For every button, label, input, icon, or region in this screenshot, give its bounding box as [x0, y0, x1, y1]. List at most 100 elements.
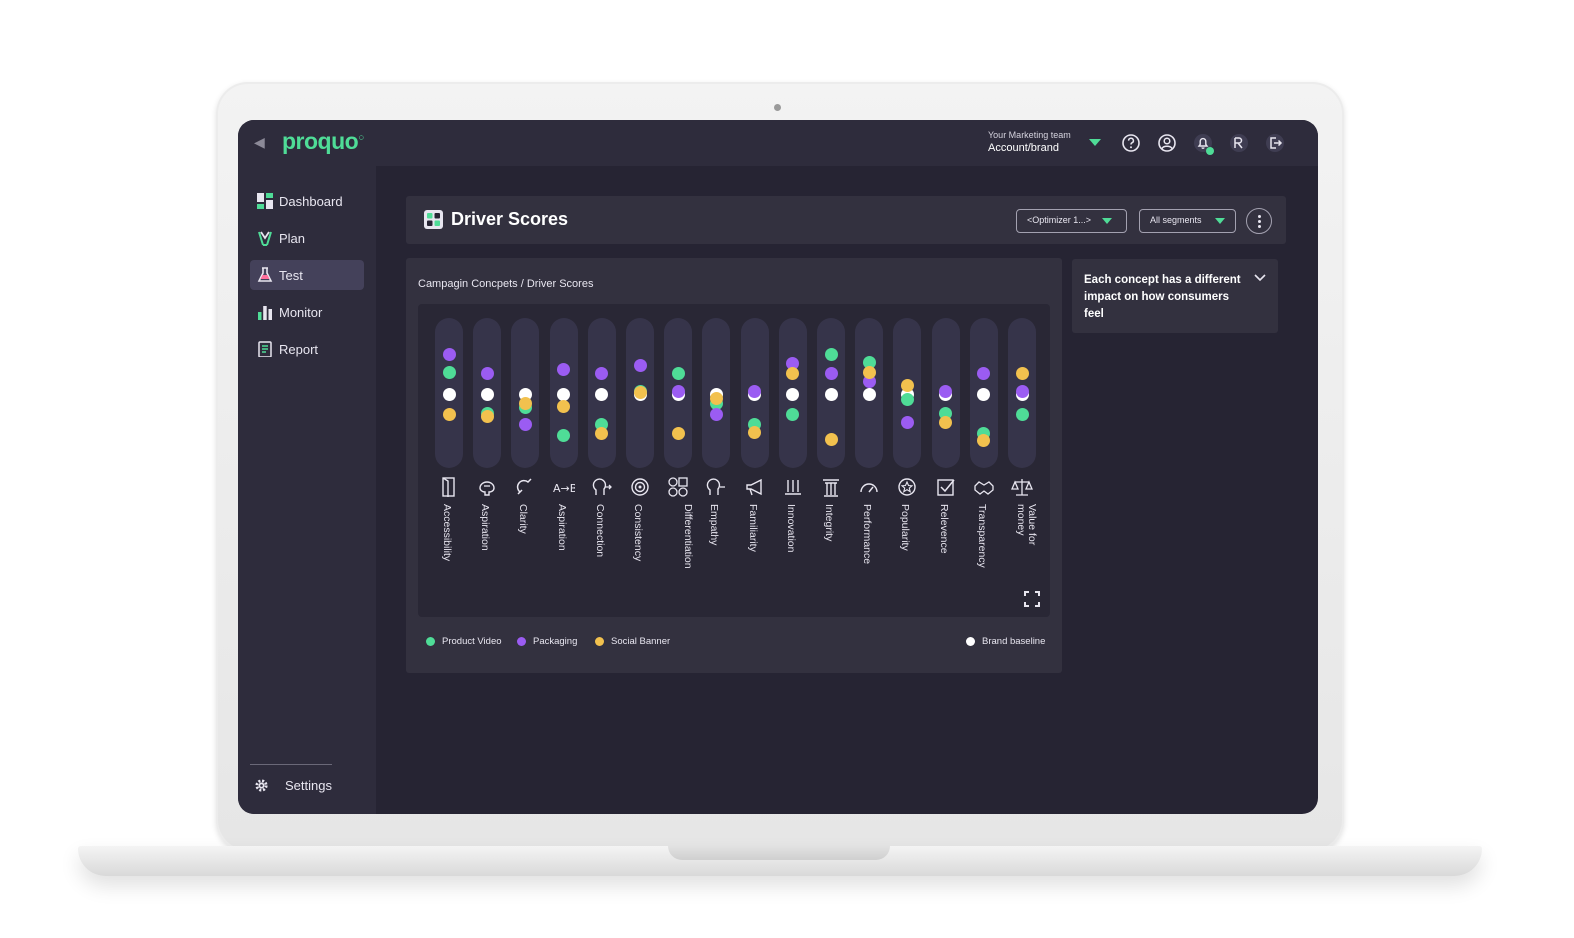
data-point-social-banner[interactable]: [862, 365, 876, 379]
logout-icon[interactable]: [1265, 133, 1285, 153]
caret-down-icon[interactable]: [1089, 139, 1101, 146]
sidebar-item-dashboard[interactable]: Dashboard: [250, 186, 364, 216]
data-point-brand-baseline[interactable]: [518, 387, 532, 401]
optimizer-dropdown[interactable]: <Optimizer 1...>: [1016, 209, 1127, 233]
data-point-social-banner[interactable]: [900, 378, 914, 392]
flask-rack-icon: [784, 480, 801, 495]
sidebar-item-test[interactable]: Test: [250, 260, 364, 290]
driver-label-connection: Connection: [594, 504, 609, 584]
data-point-social-banner[interactable]: [480, 409, 494, 423]
data-point-product-video[interactable]: [862, 355, 876, 369]
account-switcher[interactable]: Your Marketing team Account/brand: [988, 130, 1071, 154]
data-point-social-banner[interactable]: [786, 366, 800, 380]
data-point-packaging[interactable]: [633, 358, 647, 372]
driver-label-value-for-money: Value for money: [1015, 504, 1038, 584]
sidebar-item-label: Monitor: [279, 305, 323, 320]
data-point-social-banner[interactable]: [1015, 366, 1029, 380]
svg-text:A→B: A→B: [553, 482, 575, 495]
star-badge-icon: [898, 478, 917, 496]
data-point-social-banner[interactable]: [633, 386, 647, 400]
sidebar-item-report[interactable]: Report: [250, 334, 364, 364]
data-point-social-banner[interactable]: [557, 399, 571, 413]
data-point-packaging[interactable]: [595, 366, 609, 380]
data-point-packaging[interactable]: [1015, 384, 1029, 398]
data-point-packaging[interactable]: [709, 408, 723, 422]
data-point-packaging[interactable]: [862, 375, 876, 389]
page-header: Driver Scores <Optimizer 1...> All segme…: [406, 196, 1286, 244]
sidebar: Dashboard Plan Test Monitor: [238, 166, 376, 814]
brand-logo[interactable]: proquo○: [282, 128, 364, 154]
flask-icon: [257, 267, 273, 282]
segments-dropdown[interactable]: All segments: [1139, 209, 1236, 233]
data-point-packaging[interactable]: [442, 347, 456, 361]
data-point-brand-baseline[interactable]: [595, 387, 609, 401]
page-title: Driver Scores: [451, 209, 569, 229]
more-options-button[interactable]: [1246, 208, 1272, 234]
data-point-social-banner[interactable]: [824, 432, 838, 446]
sidebar-item-monitor[interactable]: Monitor: [250, 297, 364, 327]
data-point-social-banner[interactable]: [671, 427, 685, 441]
data-point-social-banner[interactable]: [518, 397, 532, 411]
data-point-product-video[interactable]: [557, 428, 571, 442]
legend-swatch: [966, 637, 975, 646]
data-point-social-banner[interactable]: [442, 408, 456, 422]
data-point-packaging[interactable]: [977, 366, 991, 380]
settings-button[interactable]: Settings: [254, 776, 364, 798]
data-point-brand-baseline[interactable]: [786, 387, 800, 401]
driver-label-text: Familiarity: [746, 504, 759, 552]
driver-label-text: Performance: [861, 504, 874, 565]
data-point-product-video[interactable]: [1015, 408, 1029, 422]
data-point-brand-baseline[interactable]: [442, 387, 456, 401]
chevron-left-icon[interactable]: ◀: [254, 134, 265, 150]
data-point-product-video[interactable]: [671, 366, 685, 380]
chevron-down-icon[interactable]: [1254, 273, 1266, 283]
account-label: Account/brand: [988, 142, 1059, 154]
fullscreen-icon[interactable]: [1024, 591, 1040, 607]
driver-label-empathy: Empathy: [708, 504, 723, 584]
data-point-social-banner[interactable]: [977, 434, 991, 448]
breadcrumb: Campagin Concpets / Driver Scores: [418, 278, 594, 290]
top-bar: ◀ proquo○ Your Marketing team Account/br…: [238, 120, 1318, 166]
data-point-packaging[interactable]: [518, 417, 532, 431]
data-point-product-video[interactable]: [824, 347, 838, 361]
sidebar-item-plan[interactable]: Plan: [250, 223, 364, 253]
info-text: Each concept has a different impact on h…: [1084, 274, 1241, 320]
head-arrow-icon: [592, 478, 612, 495]
driver-label-performance: Performance: [861, 504, 876, 584]
info-panel[interactable]: Each concept has a different impact on h…: [1072, 259, 1278, 333]
data-point-social-banner[interactable]: [709, 391, 723, 405]
data-point-product-video[interactable]: [900, 393, 914, 406]
data-point-packaging[interactable]: [671, 384, 685, 398]
driver-label-text: Value for money: [1015, 504, 1038, 546]
driver-label-text: Clarity: [517, 504, 530, 534]
translate-icon[interactable]: [1229, 133, 1249, 153]
data-point-brand-baseline[interactable]: [977, 387, 991, 401]
data-point-brand-baseline[interactable]: [862, 387, 876, 401]
app-screen: ◀ proquo○ Your Marketing team Account/br…: [238, 120, 1318, 814]
data-point-brand-baseline[interactable]: [480, 387, 494, 401]
settings-label: Settings: [285, 778, 332, 793]
data-point-social-banner[interactable]: [748, 426, 762, 439]
data-point-brand-baseline[interactable]: [557, 387, 571, 401]
data-point-packaging[interactable]: [824, 366, 838, 380]
data-point-brand-baseline[interactable]: [824, 387, 838, 401]
data-point-product-video[interactable]: [442, 365, 456, 379]
driver-label-text: Transparency: [975, 504, 988, 568]
data-point-packaging[interactable]: [900, 416, 914, 430]
data-point-packaging[interactable]: [748, 384, 762, 398]
data-point-product-video[interactable]: [786, 408, 800, 422]
data-point-social-banner[interactable]: [939, 416, 953, 430]
legend-swatch: [595, 637, 604, 646]
a-b-icon: A→B: [553, 482, 575, 495]
driver-label-clarity: Clarity: [517, 504, 532, 584]
data-point-packaging[interactable]: [939, 384, 953, 398]
help-icon[interactable]: [1121, 133, 1141, 153]
user-icon[interactable]: [1157, 133, 1177, 153]
data-point-packaging[interactable]: [557, 362, 571, 376]
driver-label-integrity: Integrity: [823, 504, 838, 584]
gauge-icon: [860, 483, 878, 493]
driver-label-consistency: Consistency: [632, 504, 647, 584]
kebab-dot: [1258, 215, 1261, 218]
data-point-packaging[interactable]: [480, 366, 494, 380]
data-point-social-banner[interactable]: [595, 427, 609, 441]
